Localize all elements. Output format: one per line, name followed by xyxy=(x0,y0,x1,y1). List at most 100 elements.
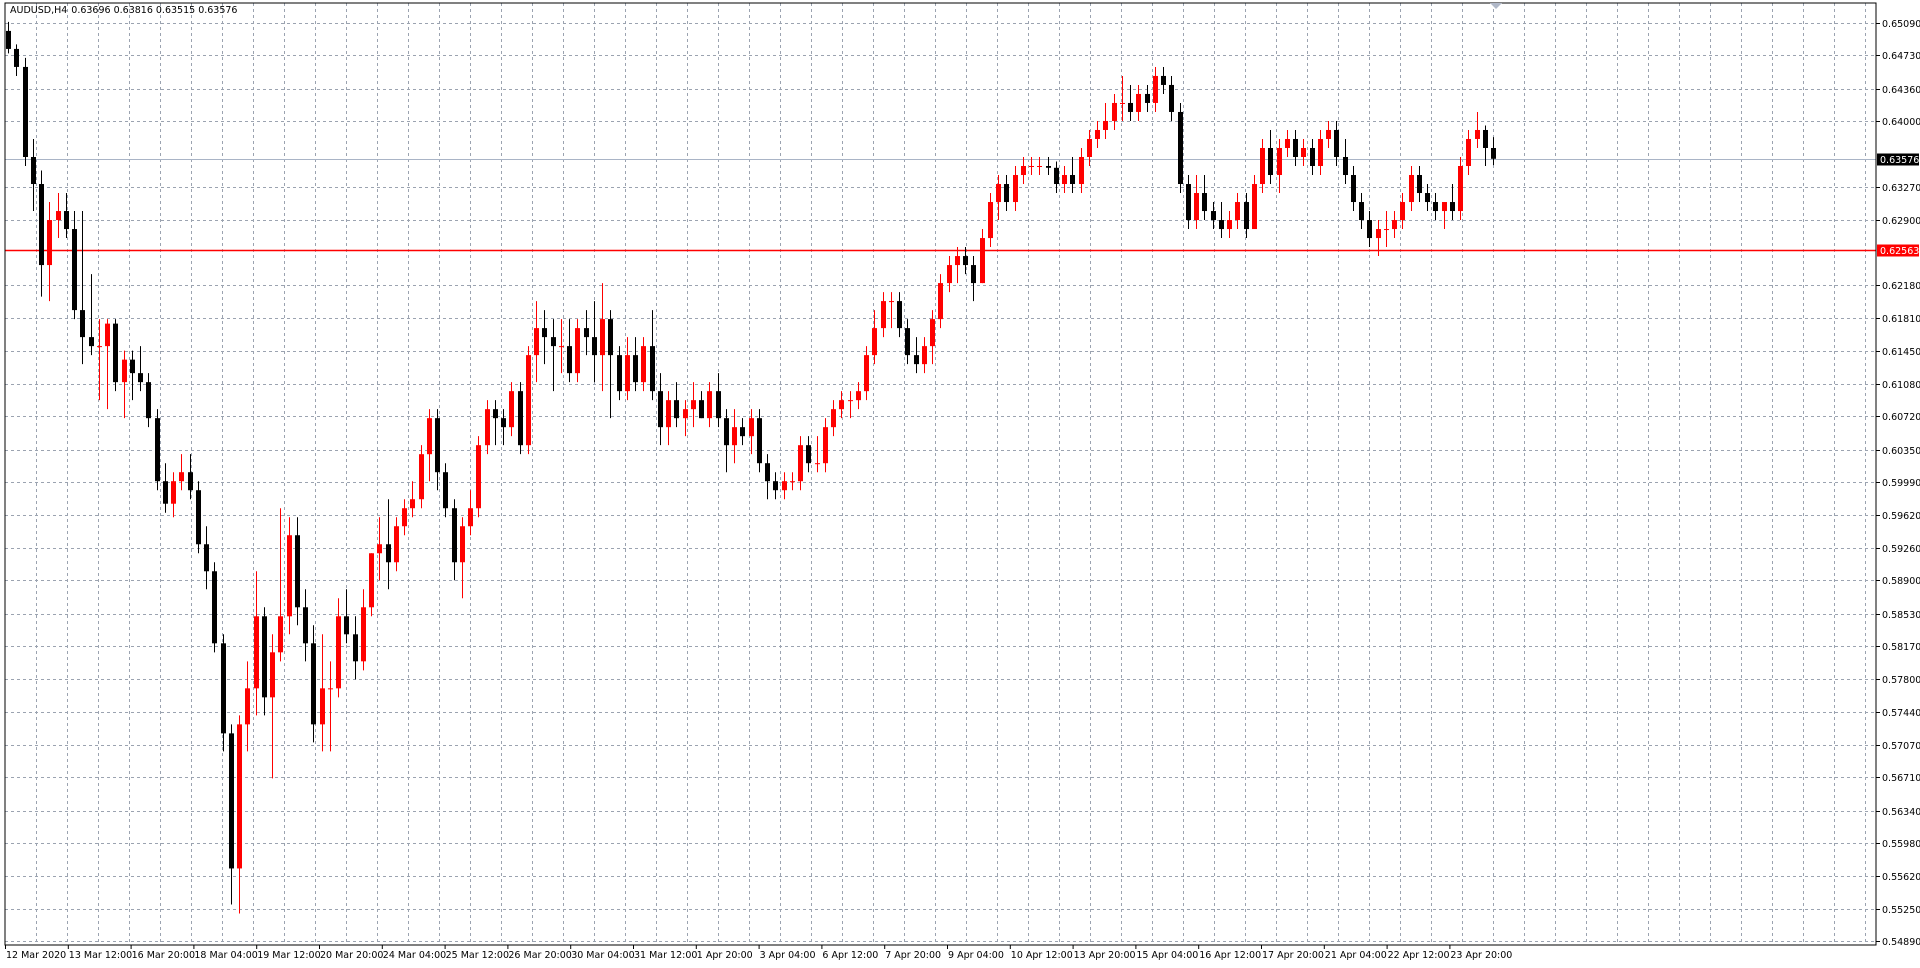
candle xyxy=(14,44,19,76)
candle xyxy=(1466,129,1471,176)
candle xyxy=(765,454,770,500)
support-price-label: 0.62563 xyxy=(1880,246,1919,257)
candle xyxy=(633,337,638,392)
candle xyxy=(443,463,448,518)
candle-body xyxy=(394,526,399,563)
candle xyxy=(650,310,655,401)
candle-body xyxy=(1367,220,1372,239)
candle-body xyxy=(254,616,259,689)
candle-body xyxy=(889,301,894,303)
candle-body xyxy=(1417,175,1422,194)
candle xyxy=(1169,75,1174,121)
candle xyxy=(1277,138,1282,194)
x-tick-label: 1 Apr 20:00 xyxy=(697,950,753,961)
candle-body xyxy=(443,472,448,509)
candle-body xyxy=(402,508,407,527)
candle xyxy=(881,292,886,338)
candle-body xyxy=(1070,175,1075,185)
candle xyxy=(1252,175,1257,230)
candle xyxy=(1128,84,1133,121)
candle-body xyxy=(245,688,250,725)
candle xyxy=(1285,129,1290,157)
candle xyxy=(1318,129,1323,176)
candle-body xyxy=(270,652,275,698)
candle xyxy=(938,274,943,329)
candle-body xyxy=(707,391,712,419)
candle-body xyxy=(1244,202,1249,230)
y-tick-label: 0.63270 xyxy=(1882,183,1920,194)
candle-body xyxy=(1475,129,1480,139)
candle xyxy=(955,247,960,284)
candle-body xyxy=(773,481,778,491)
candle-body xyxy=(1458,166,1463,212)
candle xyxy=(196,481,201,554)
candle xyxy=(1425,184,1430,212)
candle xyxy=(31,138,36,212)
candle-body xyxy=(1095,129,1100,139)
candle-body xyxy=(435,418,440,473)
candle xyxy=(130,350,135,401)
candle xyxy=(245,661,250,752)
candle-body xyxy=(237,724,242,869)
candle xyxy=(897,292,902,338)
x-tick-label: 15 Apr 04:00 xyxy=(1136,950,1198,961)
candle-body xyxy=(1186,184,1191,221)
shift-marker-icon[interactable] xyxy=(1490,3,1502,9)
candle xyxy=(1450,184,1455,221)
x-tick-label: 16 Mar 20:00 xyxy=(132,950,195,961)
candle xyxy=(1293,129,1298,167)
x-tick-label: 21 Apr 04:00 xyxy=(1325,950,1387,961)
candle-body xyxy=(171,481,176,504)
candle xyxy=(113,319,118,392)
y-tick-label: 0.54890 xyxy=(1882,937,1920,948)
candle-body xyxy=(344,616,349,635)
candle xyxy=(328,661,333,752)
candle-body xyxy=(509,391,514,428)
candle xyxy=(229,724,234,905)
candle-body xyxy=(798,445,803,482)
candle xyxy=(996,175,1001,221)
candle-body xyxy=(1442,202,1447,212)
candle-body xyxy=(1178,111,1183,185)
candle xyxy=(716,373,721,428)
candle-body xyxy=(971,265,976,284)
candle-body xyxy=(1483,129,1488,148)
x-tick-label: 7 Apr 20:00 xyxy=(885,950,941,961)
candle xyxy=(485,400,490,455)
candle-body xyxy=(369,553,374,608)
y-tick-label: 0.62180 xyxy=(1882,281,1920,292)
candle-body xyxy=(1343,156,1348,176)
candle xyxy=(757,409,762,473)
candle-body xyxy=(196,490,201,545)
candle xyxy=(1070,156,1075,194)
candle xyxy=(666,391,671,446)
candle-body xyxy=(39,184,44,266)
candle-body xyxy=(1004,184,1009,203)
candle-body xyxy=(938,283,943,320)
candle xyxy=(320,634,325,752)
y-tick-label: 0.57440 xyxy=(1882,708,1920,719)
candle xyxy=(336,598,341,698)
y-tick-label: 0.62900 xyxy=(1882,216,1920,227)
candle-body xyxy=(658,391,663,428)
candle xyxy=(221,634,226,752)
candle xyxy=(23,57,28,167)
candle-body xyxy=(501,418,506,428)
candle xyxy=(1029,156,1034,176)
candle xyxy=(311,625,316,743)
candle-body xyxy=(625,355,630,392)
candle-body xyxy=(493,409,498,419)
candle-body xyxy=(485,409,490,446)
x-tick-label: 9 Apr 04:00 xyxy=(948,950,1004,961)
candle xyxy=(1268,129,1273,185)
candle xyxy=(707,382,712,428)
candle-body xyxy=(815,463,820,465)
candle-body xyxy=(1219,220,1224,230)
candle xyxy=(1087,129,1092,167)
candle xyxy=(724,409,729,473)
candle-body xyxy=(542,328,547,338)
candle xyxy=(1475,111,1480,148)
candle xyxy=(930,310,935,365)
candle-body xyxy=(559,346,564,348)
